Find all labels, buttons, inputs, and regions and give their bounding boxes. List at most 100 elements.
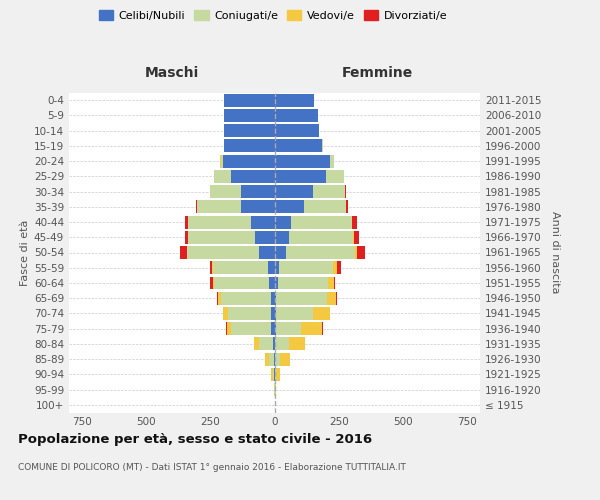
Bar (275, 170, 326, 183)
Bar (271, 307, 275, 320)
Bar (212, 262, 213, 274)
Bar (352, 216, 357, 228)
Bar (210, 276, 213, 289)
Bar (280, 352, 290, 366)
Bar (275, 292, 276, 304)
Bar (276, 368, 280, 381)
Bar (180, 246, 187, 259)
Bar (275, 231, 289, 243)
Bar (259, 246, 275, 259)
Bar (327, 292, 336, 304)
Bar (326, 170, 344, 183)
Y-axis label: Fasce di età: Fasce di età (20, 220, 30, 286)
Bar (224, 109, 275, 122)
Bar (276, 307, 313, 320)
Bar (328, 276, 334, 289)
Bar (224, 124, 275, 137)
Bar (223, 154, 275, 168)
Bar (197, 200, 241, 213)
Y-axis label: Anni di nascita: Anni di nascita (550, 211, 560, 294)
Bar (275, 140, 322, 152)
Bar (276, 322, 301, 335)
Bar (241, 200, 275, 213)
Bar (187, 246, 259, 259)
Bar (185, 231, 188, 243)
Bar (268, 262, 275, 274)
Bar (221, 292, 271, 304)
Bar (276, 292, 327, 304)
Bar (214, 170, 231, 183)
Bar (188, 216, 251, 228)
Bar (275, 94, 314, 106)
Bar (304, 200, 346, 213)
Bar (275, 216, 291, 228)
Bar (214, 276, 269, 289)
Bar (313, 185, 345, 198)
Bar (213, 276, 214, 289)
Bar (218, 292, 221, 304)
Bar (279, 262, 333, 274)
Bar (274, 352, 275, 366)
Bar (275, 246, 286, 259)
Bar (275, 200, 304, 213)
Bar (213, 262, 268, 274)
Text: Femmine: Femmine (341, 66, 413, 80)
Bar (188, 231, 255, 243)
Bar (275, 124, 319, 137)
Bar (330, 154, 334, 168)
Bar (223, 307, 228, 320)
Bar (358, 246, 365, 259)
Bar (275, 322, 276, 335)
Bar (255, 231, 275, 243)
Bar (224, 94, 275, 106)
Text: Popolazione per età, sesso e stato civile - 2016: Popolazione per età, sesso e stato civil… (18, 432, 372, 446)
Bar (275, 352, 280, 366)
Bar (224, 140, 275, 152)
Bar (241, 185, 275, 198)
Bar (301, 322, 322, 335)
Bar (355, 246, 358, 259)
Bar (353, 231, 359, 243)
Bar (291, 216, 352, 228)
Bar (275, 338, 289, 350)
Bar (185, 216, 188, 228)
Bar (275, 185, 313, 198)
Bar (345, 185, 346, 198)
Bar (269, 352, 274, 366)
Bar (346, 200, 348, 213)
Bar (275, 368, 276, 381)
Bar (337, 262, 341, 274)
Bar (251, 216, 275, 228)
Bar (231, 322, 271, 335)
Bar (254, 338, 259, 350)
Bar (275, 154, 330, 168)
Text: COMUNE DI POLICORO (MT) - Dati ISTAT 1° gennaio 2016 - Elaborazione TUTTITALIA.I: COMUNE DI POLICORO (MT) - Dati ISTAT 1° … (18, 462, 406, 471)
Bar (275, 262, 279, 274)
Bar (209, 262, 212, 274)
Bar (196, 200, 197, 213)
Bar (271, 368, 273, 381)
Bar (217, 292, 218, 304)
Legend: Celibi/Nubili, Coniugati/e, Vedovi/e, Divorziati/e: Celibi/Nubili, Coniugati/e, Vedovi/e, Di… (94, 6, 452, 25)
Bar (275, 109, 318, 122)
Bar (273, 368, 274, 381)
Bar (333, 262, 337, 274)
Bar (259, 338, 273, 350)
Bar (334, 276, 335, 289)
Bar (336, 292, 337, 304)
Bar (275, 307, 276, 320)
Bar (289, 231, 353, 243)
Bar (221, 154, 223, 168)
Bar (228, 307, 271, 320)
Bar (278, 276, 328, 289)
Bar (275, 276, 278, 289)
Bar (273, 338, 275, 350)
Bar (271, 292, 275, 304)
Bar (313, 307, 330, 320)
Bar (231, 170, 275, 183)
Bar (210, 185, 241, 198)
Bar (265, 352, 269, 366)
Bar (269, 276, 275, 289)
Bar (286, 246, 355, 259)
Bar (227, 322, 231, 335)
